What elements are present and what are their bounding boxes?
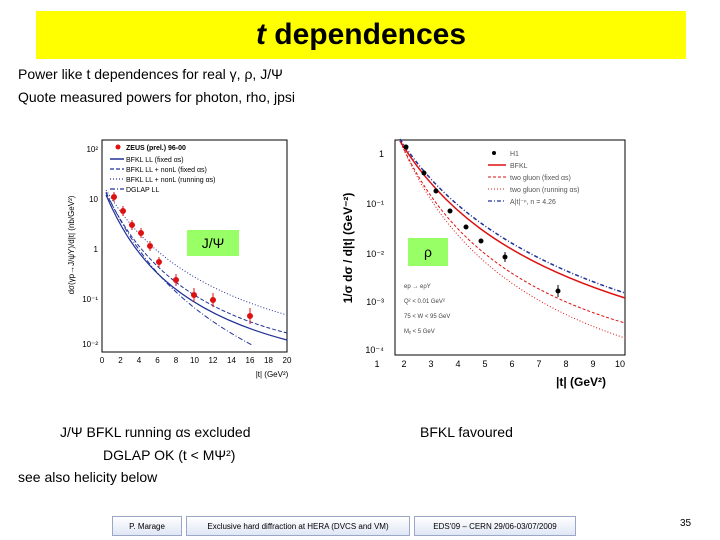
bfkl-nonl-fixed-curve xyxy=(105,192,288,334)
jpsi-ytick: 10⁻² xyxy=(82,340,98,349)
legend-entry: DGLAP LL xyxy=(126,187,159,194)
jpsi-ytick: 10² xyxy=(86,145,98,154)
rho-ytick: 1 xyxy=(379,149,384,159)
jpsi-ytick: 10 xyxy=(89,195,98,204)
jpsi-xtick: 18 xyxy=(264,356,273,365)
intro-line-2: Quote measured powers for photon, rho, j… xyxy=(18,89,296,105)
rho-ytick: 10⁻² xyxy=(366,249,384,259)
jpsi-xtick: 6 xyxy=(155,356,160,365)
legend-entry: two gluon (fixed αs) xyxy=(510,175,571,182)
legend-entry: BFKL xyxy=(510,163,528,170)
rho-tag: ρ xyxy=(408,238,448,266)
rho-xtick: 8 xyxy=(563,359,568,369)
rho-xtick: 1 xyxy=(374,359,379,369)
slide-title: t dependences xyxy=(255,18,467,51)
rho-xtick: 5 xyxy=(482,359,487,369)
rho-ytick: 10⁻¹ xyxy=(366,199,384,209)
jpsi-xtick: 4 xyxy=(137,356,142,365)
data-point xyxy=(478,238,484,244)
rho-condition: ep → eρY xyxy=(404,284,431,290)
rho-xtick: 10 xyxy=(615,359,625,369)
rho-condition: Q² < 0.01 GeV² xyxy=(404,299,445,305)
rho-xtick: 9 xyxy=(590,359,595,369)
rho-xtick: 3 xyxy=(428,359,433,369)
legend-marker xyxy=(115,144,121,150)
jpsi-plot: dσ(γp→J/ψY)/d|t| (nb/GeV²) 10² 10 1 10⁻¹… xyxy=(62,135,297,385)
data-point xyxy=(403,144,409,150)
data-point xyxy=(447,208,453,214)
data-point xyxy=(463,224,469,230)
bfkl-curve xyxy=(399,140,626,299)
rho-ytick: 10⁻⁴ xyxy=(365,345,384,355)
rho-xlabel: |t| (GeV²) xyxy=(556,375,606,389)
rho-condition: 75 < W < 95 GeV xyxy=(404,314,450,320)
caption-jpsi-3: see also helicity below xyxy=(18,469,158,485)
power-fit-curve xyxy=(399,138,626,294)
title-bar: t dependences xyxy=(36,11,686,59)
jpsi-xtick: 20 xyxy=(283,356,292,365)
jpsi-tag: J/Ψ xyxy=(187,230,239,256)
jpsi-xlabel: |t| (GeV²) xyxy=(256,370,289,379)
rho-condition: Mᵧ < 5 GeV xyxy=(404,329,435,335)
rho-ylabel: 1/σ dσ / d|t| (GeV⁻²) xyxy=(341,193,355,304)
caption-rho: BFKL favoured xyxy=(420,424,513,440)
caption-jpsi-2: DGLAP OK (t < MΨ²) xyxy=(103,447,236,463)
dglap-curve xyxy=(105,191,253,346)
jpsi-ytick: 10⁻¹ xyxy=(82,295,98,304)
legend-entry: two gluon (running αs) xyxy=(510,187,579,194)
jpsi-xtick: 16 xyxy=(246,356,255,365)
rho-plot: 1/σ dσ / d|t| (GeV⁻²) 1 10⁻¹ 10⁻² 10⁻³ 1… xyxy=(338,133,638,393)
rho-xtick: 6 xyxy=(509,359,514,369)
two-gluon-fixed-curve xyxy=(399,140,626,324)
jpsi-xtick: 12 xyxy=(209,356,218,365)
footer-author: P. Marage xyxy=(112,516,182,536)
legend-entry: BFKL LL (fixed αs) xyxy=(126,157,184,164)
legend-entry: H1 xyxy=(510,151,519,158)
jpsi-xtick: 8 xyxy=(174,356,179,365)
legend-marker xyxy=(492,151,496,155)
rho-ytick: 10⁻³ xyxy=(366,297,384,307)
caption-jpsi-1: J/Ψ BFKL running αs excluded xyxy=(60,424,251,440)
rho-xtick: 4 xyxy=(455,359,460,369)
jpsi-xtick: 0 xyxy=(100,356,105,365)
jpsi-ylabel: dσ(γp→J/ψY)/d|t| (nb/GeV²) xyxy=(67,195,76,294)
intro-line-1: Power like t dependences for real γ, ρ, … xyxy=(18,66,283,82)
footer-talk: Exclusive hard diffraction at HERA (DVCS… xyxy=(186,516,410,536)
bfkl-fixed-curve xyxy=(105,194,288,341)
legend-entry: ZEUS (prel.) 96-00 xyxy=(126,145,186,152)
page-number: 35 xyxy=(680,518,692,529)
jpsi-xtick: 14 xyxy=(227,356,236,365)
rho-xtick: 7 xyxy=(536,359,541,369)
footer-conference: EDS'09 – CERN 29/06-03/07/2009 xyxy=(414,516,576,536)
legend-entry: BFKL LL + nonL (fixed αs) xyxy=(126,167,207,174)
rho-xtick: 2 xyxy=(401,359,406,369)
data-point xyxy=(421,170,427,176)
data-point xyxy=(433,188,439,194)
jpsi-ytick: 1 xyxy=(94,245,99,254)
legend-entry: BFKL LL + nonL (running αs) xyxy=(126,177,215,184)
jpsi-xtick: 10 xyxy=(190,356,199,365)
jpsi-xtick: 2 xyxy=(118,356,123,365)
legend-entry: A|t|⁻ⁿ, n = 4.26 xyxy=(510,199,556,206)
